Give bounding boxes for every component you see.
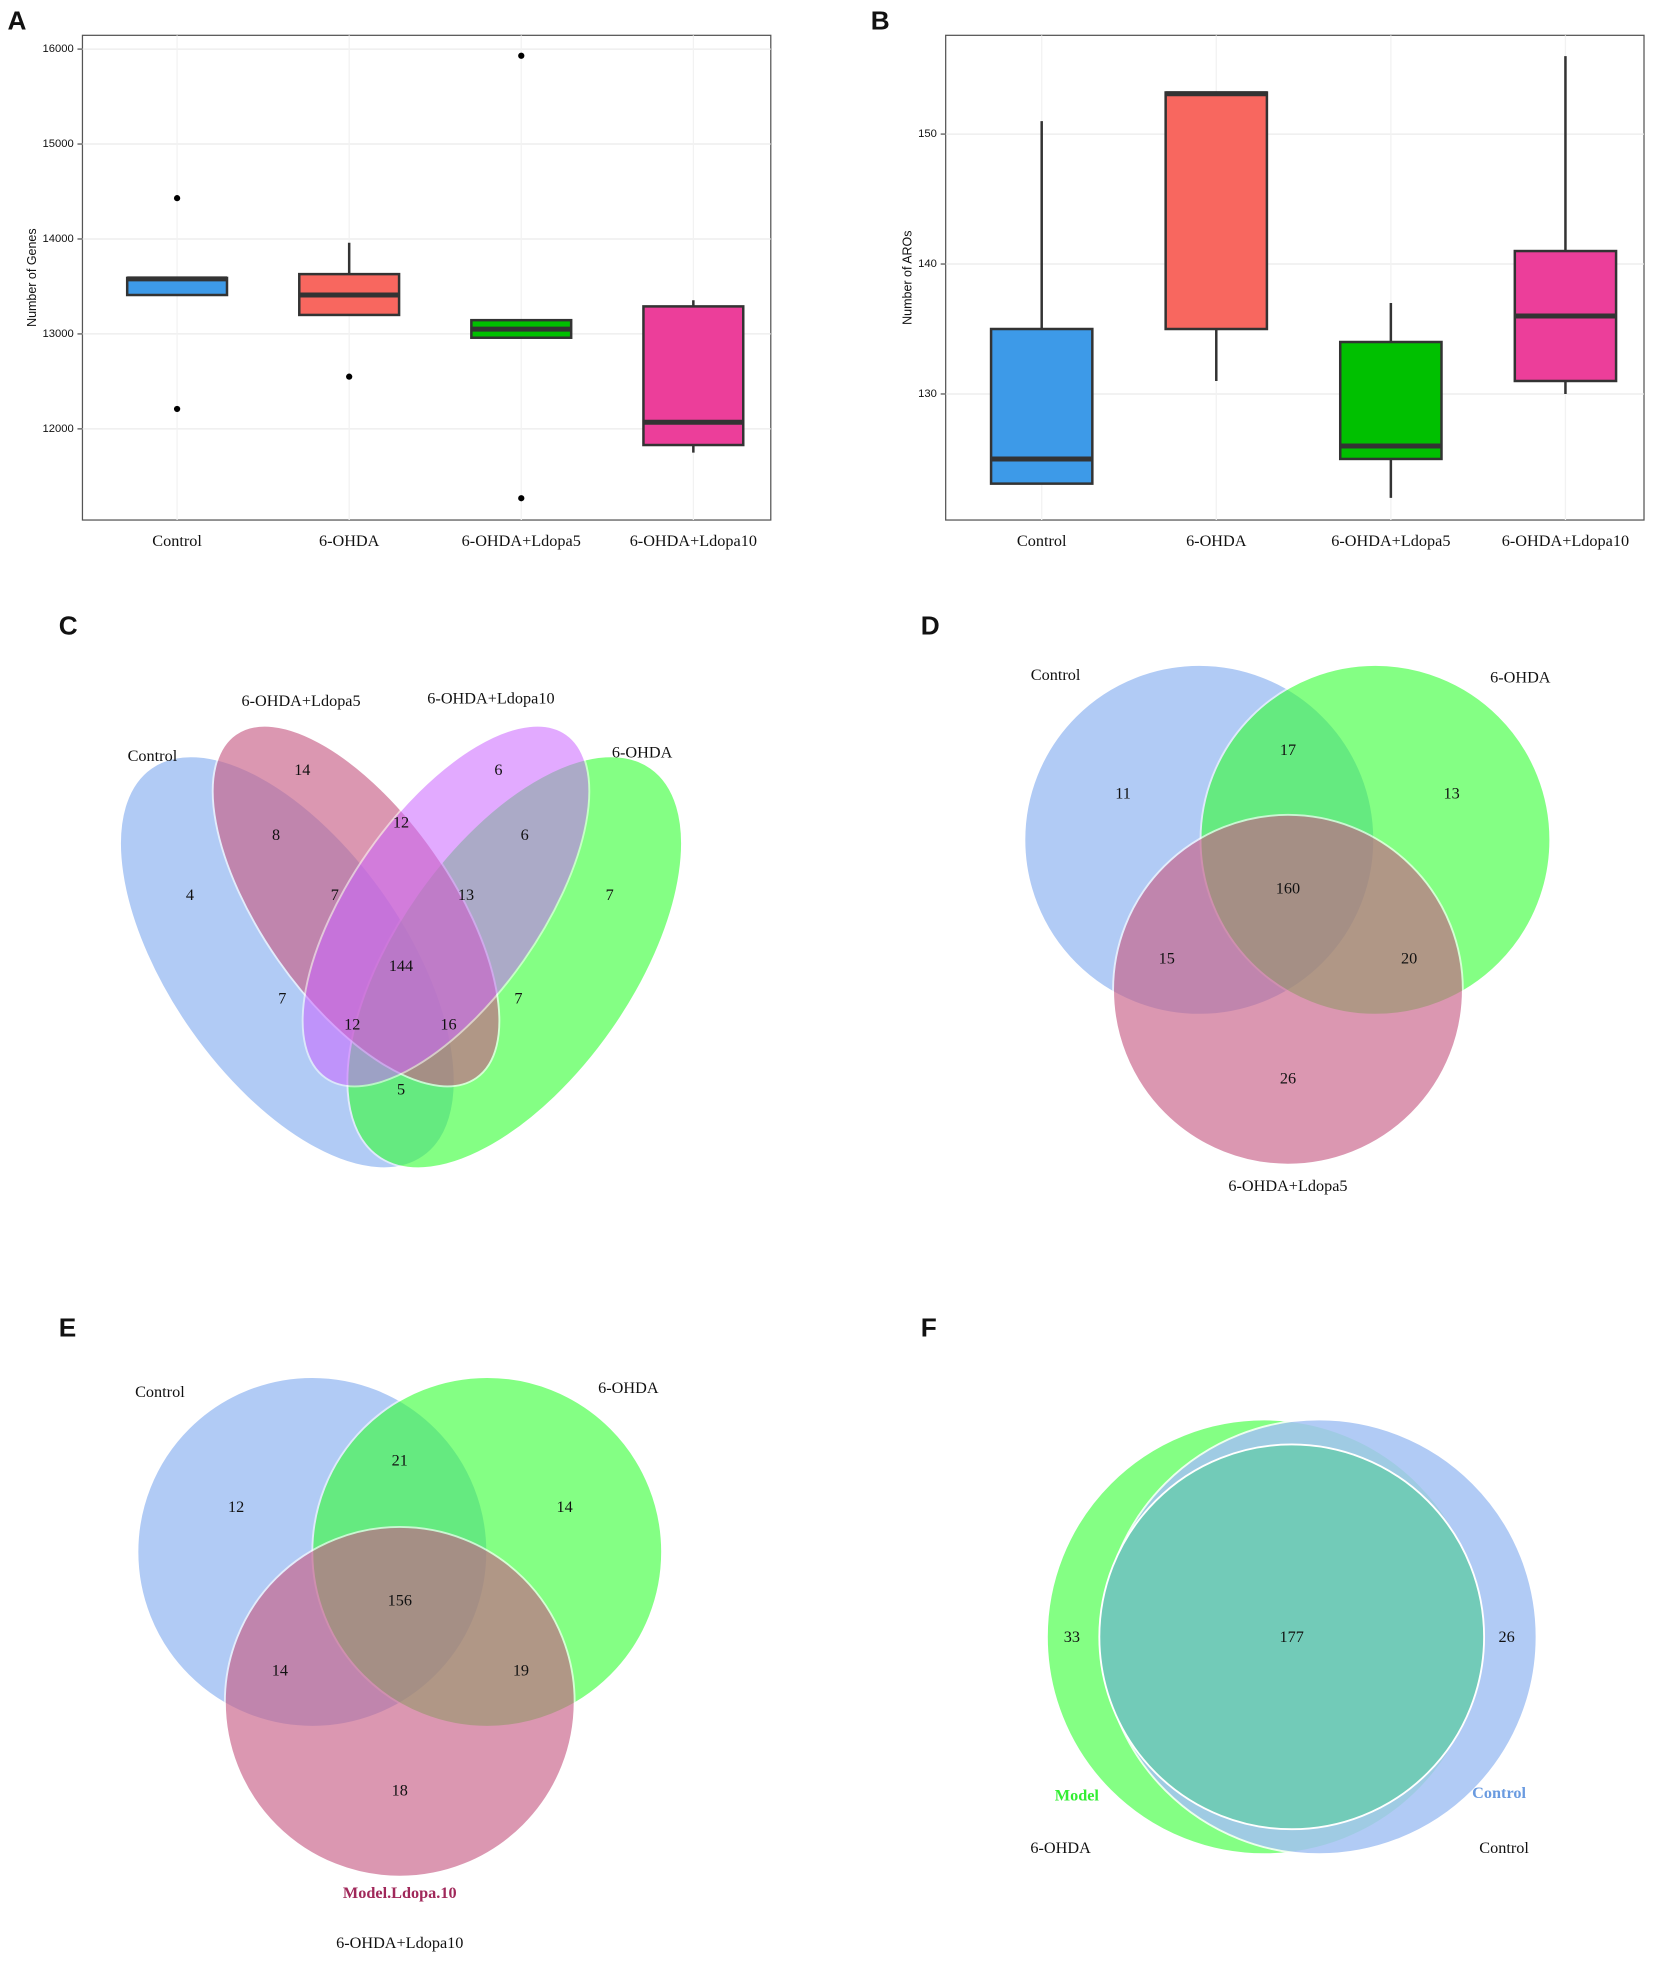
y-tick-label: 140 xyxy=(918,258,937,270)
panel-letter: C xyxy=(59,610,78,640)
region-count: 4 xyxy=(186,886,194,904)
set-label: Control xyxy=(128,747,178,765)
region-count: 12 xyxy=(228,1498,244,1516)
region-count: 18 xyxy=(392,1781,408,1799)
y-tick-label: 15000 xyxy=(42,138,73,150)
panel-letter: E xyxy=(59,1312,77,1342)
region-count: 7 xyxy=(606,886,614,904)
region-count: 6 xyxy=(494,761,502,779)
set-label: 6-OHDA+Ldopa10 xyxy=(427,690,554,708)
panel-letter: A xyxy=(7,6,26,36)
set-label: Control xyxy=(1479,1839,1529,1857)
region-count: 33 xyxy=(1064,1628,1080,1646)
set-label: Control xyxy=(1031,666,1081,684)
set-label: 6-OHDA xyxy=(612,743,673,761)
region-count: 8 xyxy=(272,826,280,844)
outlier xyxy=(518,495,525,502)
box xyxy=(1338,340,1443,461)
outlier xyxy=(173,195,181,202)
set-label: Control xyxy=(135,1383,185,1401)
region-count: 144 xyxy=(389,957,413,975)
x-tick-label: Control xyxy=(1017,532,1067,550)
set-name: Model xyxy=(1055,1786,1100,1804)
y-tick-label: 16000 xyxy=(42,43,73,55)
box xyxy=(1164,91,1269,331)
venn-e: Control 6-OHDA Model.Ldopa.10 6-OHDA+Ldo… xyxy=(135,1376,664,1952)
region-count: 26 xyxy=(1498,1628,1514,1646)
region-count: 5 xyxy=(397,1081,405,1099)
y-tick-label: 150 xyxy=(918,128,937,140)
region-count: 11 xyxy=(1115,785,1131,803)
region-count: 6 xyxy=(521,826,529,844)
y-axis-title: Number of Genes xyxy=(25,228,39,327)
x-tick-label: 6-OHDA xyxy=(319,532,380,550)
y-tick-label: 14000 xyxy=(42,233,73,245)
panel-letter: B xyxy=(871,6,890,36)
y-tick-label: 130 xyxy=(918,388,937,400)
set-label: 6-OHDA+Ldopa5 xyxy=(1228,1177,1347,1195)
set-circle xyxy=(223,1525,576,1878)
region-count: 16 xyxy=(440,1016,456,1034)
region-count: 14 xyxy=(557,1498,573,1516)
y-axis-title: Number of AROs xyxy=(900,230,914,324)
region-count: 14 xyxy=(294,761,310,779)
overlap-circle xyxy=(1098,1443,1486,1831)
y-tick-label: 13000 xyxy=(42,328,73,340)
region-count: 12 xyxy=(344,1016,360,1034)
x-tick-label: 6-OHDA+Ldopa5 xyxy=(1331,532,1450,550)
region-count: 15 xyxy=(1159,949,1175,967)
x-tick-label: 6-OHDA+Ldopa10 xyxy=(630,532,757,550)
x-tick-label: 6-OHDA+Ldopa10 xyxy=(1502,532,1629,550)
region-count: 7 xyxy=(278,989,286,1007)
region-count: 14 xyxy=(272,1662,288,1680)
venn-c: Control 6-OHDA+Ldopa5 6-OHDA+Ldopa10 6-O… xyxy=(119,690,683,1170)
region-count: 160 xyxy=(1276,880,1300,898)
outlier xyxy=(173,405,181,413)
x-tick-label: 6-OHDA xyxy=(1186,532,1247,550)
region-count: 12 xyxy=(393,813,409,831)
region-count: 13 xyxy=(1444,785,1460,803)
region-count: 17 xyxy=(1280,741,1296,759)
y-tick-label: 12000 xyxy=(42,423,73,435)
outlier xyxy=(346,373,353,380)
panel-letter: F xyxy=(921,1312,937,1342)
region-count: 7 xyxy=(514,989,522,1007)
venn-d: Control 6-OHDA 6-OHDA+Ldopa5 11 17 13 16… xyxy=(1023,664,1552,1195)
set-circle xyxy=(1112,813,1464,1166)
region-count: 26 xyxy=(1280,1069,1296,1087)
x-tick-label: Control xyxy=(152,532,202,550)
set-name: Model.Ldopa.10 xyxy=(343,1884,457,1902)
region-count: 156 xyxy=(388,1592,412,1610)
region-count: 21 xyxy=(392,1452,408,1470)
set-label: 6-OHDA+Ldopa5 xyxy=(241,692,360,710)
set-label: 6-OHDA xyxy=(1030,1839,1091,1857)
region-count: 13 xyxy=(458,886,474,904)
outlier xyxy=(518,52,525,59)
set-ellipse xyxy=(301,724,591,1088)
region-count: 177 xyxy=(1280,1628,1304,1646)
region-count: 19 xyxy=(513,1662,529,1680)
set-label: 6-OHDA xyxy=(1490,668,1551,686)
set-label: 6-OHDA xyxy=(598,1379,659,1397)
set-name: Control xyxy=(1472,1784,1526,1802)
x-tick-label: 6-OHDA+Ldopa5 xyxy=(462,532,581,550)
region-count: 7 xyxy=(331,886,339,904)
venn-f: Model Control 6-OHDA Control 33 177 26 xyxy=(1030,1418,1538,1857)
set-label: 6-OHDA+Ldopa10 xyxy=(336,1934,463,1952)
region-count: 20 xyxy=(1401,949,1417,967)
panel-letter: D xyxy=(921,610,940,640)
